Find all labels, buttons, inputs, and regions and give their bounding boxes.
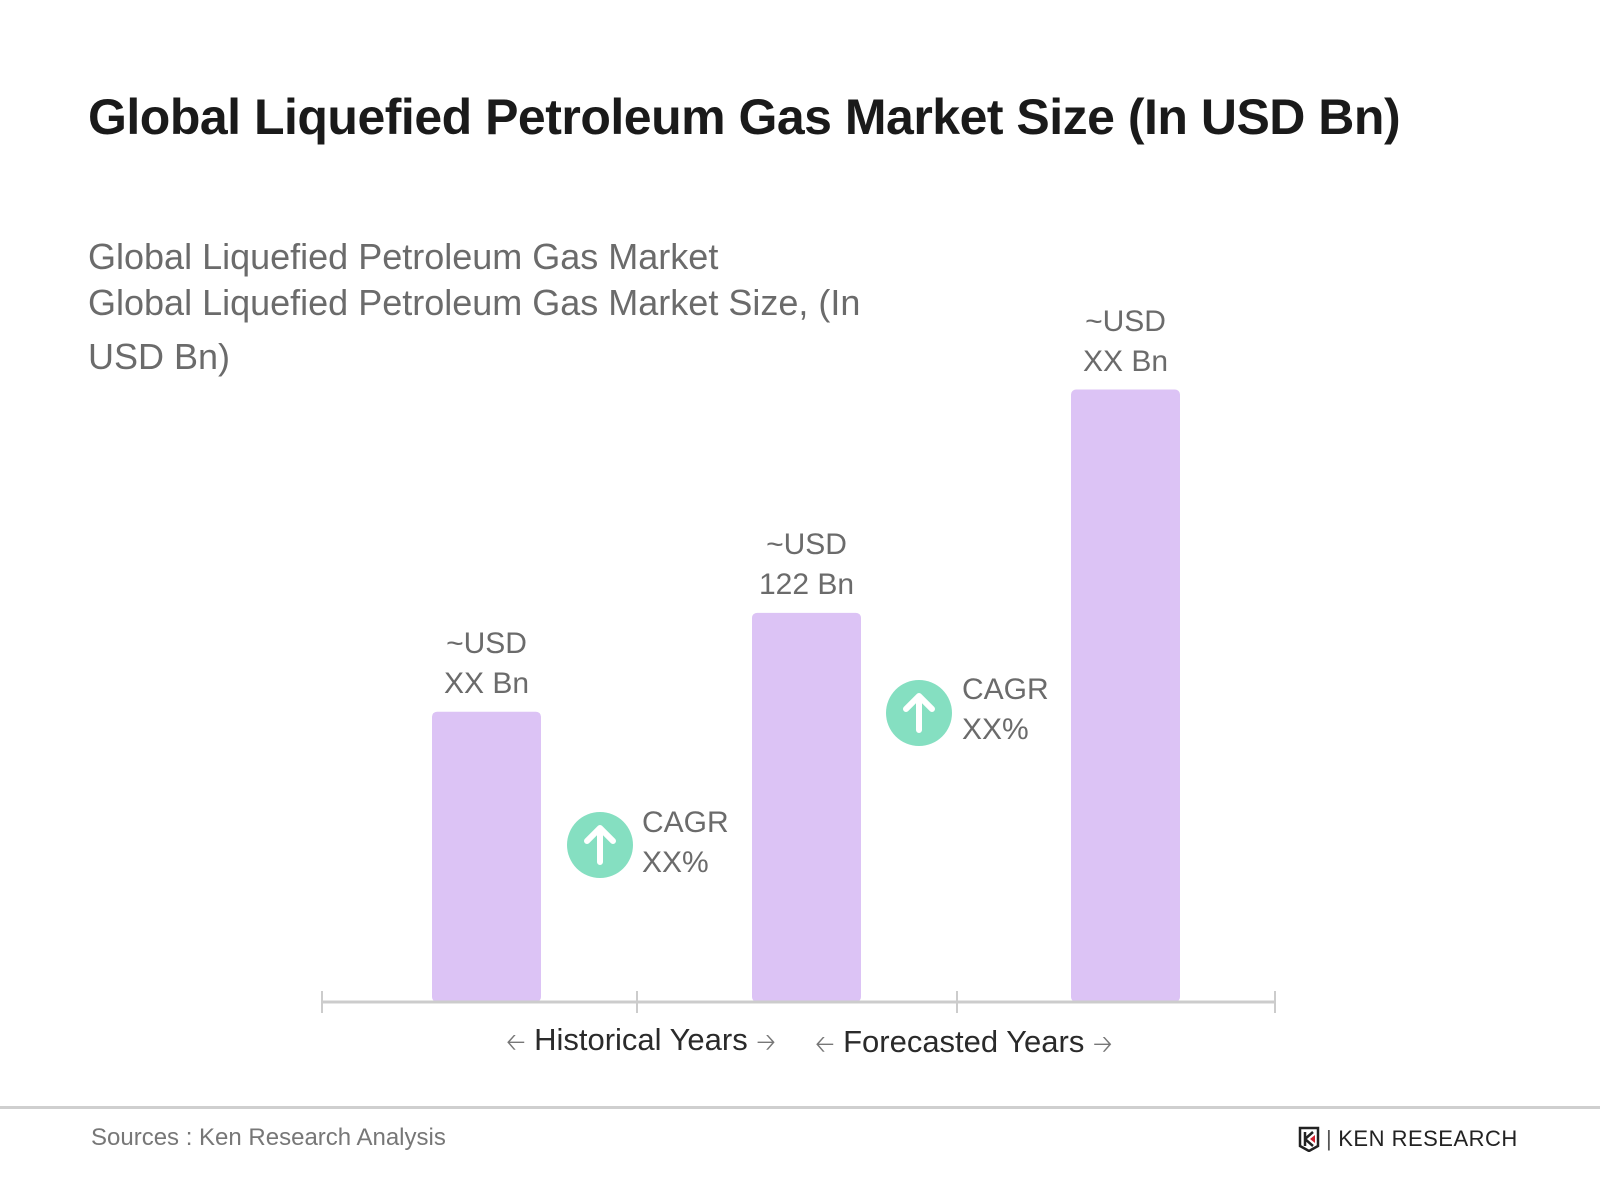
subtitle-line-1: Global Liquefied Petroleum Gas Market: [88, 236, 719, 277]
period-label-forecasted: 🡠 Forecasted Years 🡢: [815, 1024, 1113, 1059]
up-arrow-icon: [567, 812, 633, 878]
footer-divider: [0, 1106, 1600, 1109]
arrow-right-icon: 🡢: [1092, 1031, 1113, 1058]
arrow-left-icon: 🡠: [815, 1031, 835, 1058]
value-label: ~USD XX Bn: [443, 626, 530, 700]
value-label: ~USD 122 Bn: [758, 527, 855, 601]
source-note: Sources : Ken Research Analysis: [91, 1124, 446, 1151]
cagr-label: CAGR XX%: [642, 806, 729, 879]
ken-research-logo: | KEN RESEARCH: [1298, 1126, 1518, 1152]
arrow-left-icon: 🡠: [506, 1029, 526, 1056]
bar: [752, 612, 861, 1002]
subtitle-line-3: USD Bn): [88, 336, 231, 377]
ken-logo-icon: [1298, 1126, 1320, 1152]
chart-title: Global Liquefied Petroleum Gas Market Si…: [88, 89, 1401, 145]
arrow-right-icon: 🡢: [756, 1029, 776, 1056]
period-label-historical: 🡠 Historical Years 🡢: [506, 1022, 776, 1057]
value-label: ~USD XX Bn: [1082, 304, 1169, 378]
bar: [432, 711, 541, 1002]
bar: [1071, 389, 1180, 1002]
subtitle-line-2: Global Liquefied Petroleum Gas Market Si…: [88, 282, 861, 323]
cagr-label: CAGR XX%: [962, 673, 1049, 746]
up-arrow-icon: [886, 680, 952, 746]
